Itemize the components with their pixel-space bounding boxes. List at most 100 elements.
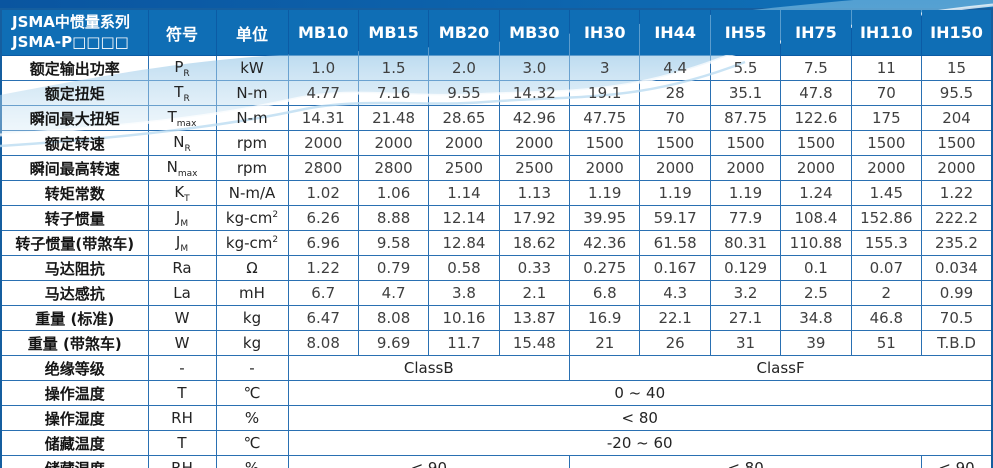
unit-superscript: 2 bbox=[272, 235, 279, 245]
value-cell: T.B.D bbox=[921, 330, 993, 356]
value-cell: 2000 bbox=[287, 130, 359, 156]
value-cell: 15 bbox=[921, 55, 993, 81]
value-cell: 0.129 bbox=[709, 255, 782, 281]
value-cell: 28.65 bbox=[428, 105, 500, 131]
model-header: IH44 bbox=[639, 8, 711, 56]
merged-value-cell: -20 ~ 60 bbox=[287, 430, 993, 456]
value-cell: 13.87 bbox=[498, 305, 571, 331]
value-cell: 1.19 bbox=[639, 180, 711, 206]
symbol-base: T bbox=[177, 434, 187, 452]
merged-value-cell: ClassB bbox=[287, 355, 571, 381]
value-cell: 3 bbox=[569, 55, 641, 81]
value-cell: 16.9 bbox=[569, 305, 641, 331]
value-cell: 14.32 bbox=[498, 80, 571, 106]
value-cell: 1500 bbox=[780, 130, 852, 156]
series-title: JSMA中惯量系列 JSMA-P□□□□ bbox=[0, 8, 149, 56]
spec-row: 瞬间最大扭矩 Tmax N-m 14.31 21.48 28.65 42.96 47.75 70… bbox=[0, 105, 993, 131]
symbol-base: W bbox=[174, 334, 190, 352]
symbol-cell: RH bbox=[147, 455, 217, 468]
unit-base: kW bbox=[240, 59, 264, 77]
value-cell: 1.24 bbox=[780, 180, 852, 206]
symbol-subscript: R bbox=[183, 68, 190, 79]
merged-value-cell: < 80 bbox=[569, 455, 923, 468]
symbol-cell: NR bbox=[147, 130, 217, 156]
symbol-base: T bbox=[167, 107, 177, 126]
value-cell: 17.92 bbox=[498, 205, 571, 231]
value-cell: 31 bbox=[709, 330, 782, 356]
spec-row: 额定输出功率 PR kW 1.0 1.5 2.0 3.0 3 4.4 5.5 7.5 11 15 bbox=[0, 55, 993, 81]
value-cell: 6.47 bbox=[287, 305, 359, 331]
symbol-base: T bbox=[177, 384, 187, 402]
value-cell: 2 bbox=[850, 280, 923, 306]
spec-row: 储藏温度 T ℃ -20 ~ 60 bbox=[0, 430, 993, 456]
row-label: 转子惯量(带煞车) bbox=[0, 230, 149, 256]
value-cell: 0.99 bbox=[921, 280, 993, 306]
unit-cell: - bbox=[215, 355, 289, 381]
row-label: 额定输出功率 bbox=[0, 55, 149, 81]
row-label: 储藏温度 bbox=[0, 430, 149, 456]
unit-cell: ℃ bbox=[215, 430, 289, 456]
value-cell: 2000 bbox=[569, 155, 641, 181]
value-cell: 10.16 bbox=[428, 305, 500, 331]
value-cell: 4.3 bbox=[639, 280, 711, 306]
value-cell: 2000 bbox=[921, 155, 993, 181]
symbol-base: RH bbox=[171, 459, 193, 468]
spec-row: 绝缘等级 - - ClassB ClassF bbox=[0, 355, 993, 381]
symbol-cell: W bbox=[147, 305, 217, 331]
symbol-base: Ra bbox=[172, 259, 192, 277]
row-label: 瞬间最高转速 bbox=[0, 155, 149, 181]
model-header: MB30 bbox=[498, 8, 571, 56]
value-cell: 3.0 bbox=[498, 55, 571, 81]
value-cell: 47.8 bbox=[780, 80, 852, 106]
value-cell: 1.22 bbox=[921, 180, 993, 206]
model-header: MB20 bbox=[428, 8, 500, 56]
value-cell: 2000 bbox=[709, 155, 782, 181]
value-cell: 61.58 bbox=[639, 230, 711, 256]
value-cell: 2000 bbox=[357, 130, 430, 156]
value-cell: 1500 bbox=[639, 130, 711, 156]
value-cell: 46.8 bbox=[850, 305, 923, 331]
value-cell: 3.8 bbox=[428, 280, 500, 306]
value-cell: 0.1 bbox=[780, 255, 852, 281]
symbol-subscript: R bbox=[184, 143, 191, 154]
value-cell: 222.2 bbox=[921, 205, 993, 231]
symbol-cell: W bbox=[147, 330, 217, 356]
value-cell: 70.5 bbox=[921, 305, 993, 331]
value-cell: 1500 bbox=[569, 130, 641, 156]
unit-base: ℃ bbox=[243, 434, 261, 452]
spec-row: 额定转速 NR rpm 2000 2000 2000 2000 1500 1500 1500 150… bbox=[0, 130, 993, 156]
value-cell: 2000 bbox=[639, 155, 711, 181]
value-cell: 12.14 bbox=[428, 205, 500, 231]
symbol-base: N bbox=[166, 157, 178, 176]
value-cell: 6.26 bbox=[287, 205, 359, 231]
row-label: 马达阻抗 bbox=[0, 255, 149, 281]
value-cell: 235.2 bbox=[921, 230, 993, 256]
value-cell: 1.19 bbox=[569, 180, 641, 206]
unit-base: % bbox=[244, 409, 260, 427]
unit-base: mH bbox=[239, 284, 265, 302]
symbol-base: La bbox=[173, 284, 191, 302]
symbol-cell: Ra bbox=[147, 255, 217, 281]
value-cell: 0.79 bbox=[357, 255, 430, 281]
value-cell: 4.4 bbox=[639, 55, 711, 81]
value-cell: 21.48 bbox=[357, 105, 430, 131]
symbol-cell: Nmax bbox=[147, 155, 217, 181]
col-header-symbol: 符号 bbox=[147, 8, 217, 56]
value-cell: 27.1 bbox=[709, 305, 782, 331]
spec-row: 瞬间最高转速 Nmax rpm 2800 2800 2500 2500 2000 2000 200… bbox=[0, 155, 993, 181]
value-cell: 11 bbox=[850, 55, 923, 81]
unit-base: N-m/A bbox=[228, 184, 276, 202]
value-cell: 14.31 bbox=[287, 105, 359, 131]
value-cell: 12.84 bbox=[428, 230, 500, 256]
symbol-cell: T bbox=[147, 430, 217, 456]
unit-base: kg bbox=[242, 334, 262, 352]
value-cell: 0.167 bbox=[639, 255, 711, 281]
value-cell: 4.77 bbox=[287, 80, 359, 106]
unit-base: rpm bbox=[236, 134, 268, 152]
model-header: IH150 bbox=[921, 8, 993, 56]
unit-cell: kg-cm2 bbox=[215, 205, 289, 231]
row-label: 操作温度 bbox=[0, 380, 149, 406]
col-header-unit: 单位 bbox=[215, 8, 289, 56]
row-label: 转子惯量 bbox=[0, 205, 149, 231]
